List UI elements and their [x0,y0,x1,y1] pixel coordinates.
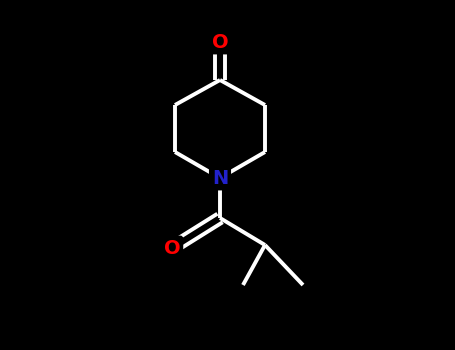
Text: N: N [212,168,228,188]
Text: O: O [164,238,180,258]
Text: O: O [212,33,228,51]
